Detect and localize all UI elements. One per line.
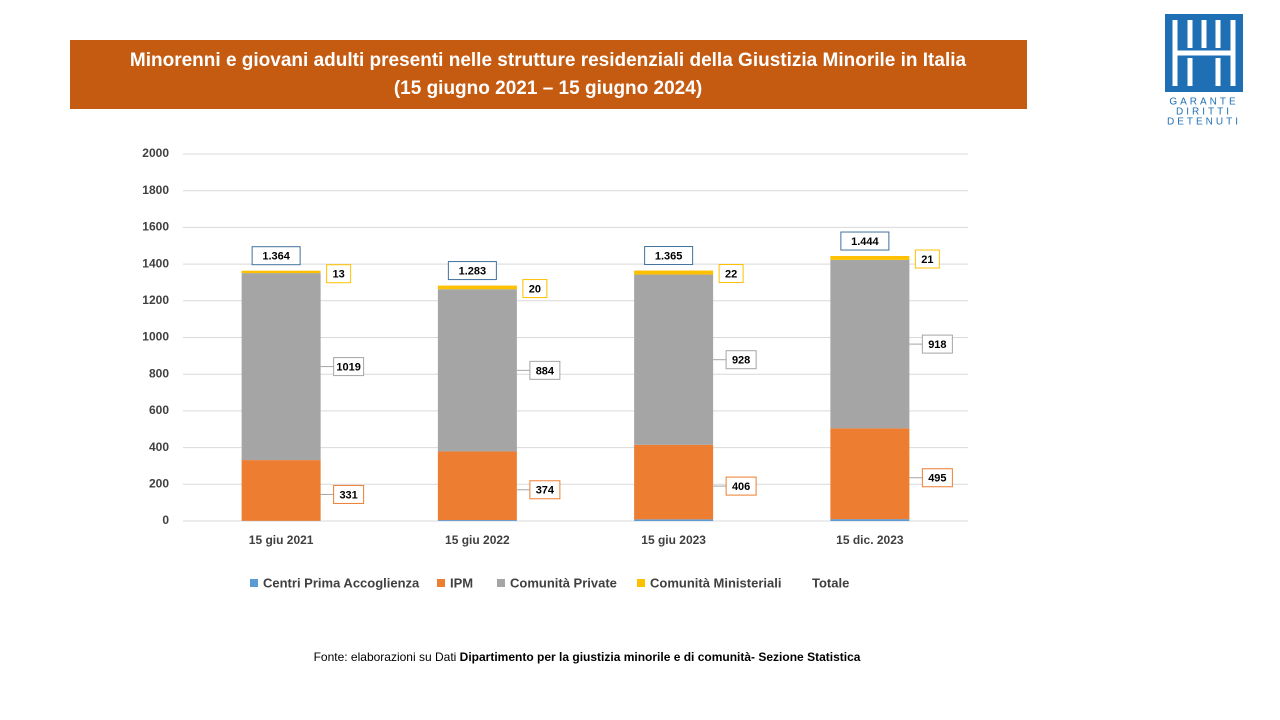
data-label-box [251, 246, 301, 266]
y-tick-label: 1800 [142, 183, 169, 197]
data-label: 1.444 [851, 236, 879, 248]
source: Fonte: elaborazioni su Dati Dipartimento… [314, 650, 861, 664]
data-label-box [921, 334, 953, 354]
data-label: 495 [928, 473, 946, 485]
data-label-box [326, 264, 352, 284]
y-tick-label: 1000 [142, 330, 169, 344]
y-tick-label: 800 [149, 366, 169, 380]
legend-label: IPM [450, 575, 473, 590]
data-label: 1.283 [459, 265, 487, 277]
title-box [70, 40, 1027, 109]
legend-label: Comunità Private [510, 575, 617, 590]
logo-text: DIRITTI [1176, 107, 1232, 118]
data-label: 884 [536, 365, 555, 377]
bar-segment [634, 519, 714, 521]
data-label: 406 [732, 481, 750, 493]
y-tick-label: 200 [149, 476, 169, 490]
bar-segment [437, 285, 517, 290]
y-tick-label: 2000 [142, 146, 169, 160]
y-tick-label: 0 [162, 513, 169, 527]
data-label-box [725, 350, 757, 370]
y-tick-label: 600 [149, 403, 169, 417]
logo-text: DETENUTI [1167, 117, 1241, 128]
bar-segment [241, 273, 321, 461]
bar-segment [830, 256, 910, 260]
source-bold: Dipartimento per la giustizia minorile e… [460, 650, 861, 664]
data-label: 22 [725, 268, 737, 280]
bar-segment [830, 519, 910, 521]
data-label: 20 [529, 283, 541, 295]
data-label: 928 [732, 355, 750, 367]
data-label: 13 [333, 269, 345, 281]
data-label-box [529, 360, 561, 380]
legend-label: Centri Prima Accoglienza [263, 575, 420, 590]
bar-segment [437, 451, 517, 521]
logo-mark [1172, 20, 1236, 86]
data-label-box [529, 480, 561, 500]
source-prefix: Fonte: elaborazioni su Dati [314, 650, 457, 664]
bar-segment [437, 289, 517, 452]
x-tick-label: 15 dic. 2023 [836, 533, 904, 547]
chart-title: Minorenni e giovani adulti presenti nell… [130, 50, 967, 71]
legend-label: Comunità Ministeriali [650, 575, 781, 590]
bar-segment [634, 270, 714, 275]
data-label-box [914, 249, 940, 269]
logo-text: GARANTE [1169, 97, 1238, 108]
data-label-box [725, 476, 757, 496]
data-label: 374 [536, 485, 555, 497]
bar-segment [241, 460, 321, 521]
legend-label: Totale [812, 575, 849, 590]
data-label-box [921, 468, 953, 488]
y-tick-label: 1400 [142, 256, 169, 270]
bar-segment [830, 428, 910, 520]
data-label-box [644, 246, 694, 266]
bar-segment [830, 259, 910, 429]
data-label-box [447, 261, 497, 281]
data-label-box [522, 279, 548, 299]
legend-marker [637, 579, 645, 587]
data-label-box [333, 357, 365, 377]
bar-segment [634, 274, 714, 445]
y-tick-label: 1200 [142, 293, 169, 307]
legend-marker [437, 579, 445, 587]
data-label-box [718, 264, 744, 284]
logo: GARANTE DIRITTI DETENUTI [1165, 14, 1243, 128]
x-tick-label: 15 giu 2023 [641, 533, 706, 547]
x-tick-label: 15 giu 2021 [249, 533, 314, 547]
data-label: 331 [339, 489, 357, 501]
data-label: 1.364 [262, 251, 290, 263]
bar-segment [437, 520, 517, 521]
bar-segment [241, 270, 321, 274]
legend-marker [497, 579, 505, 587]
chart-subtitle: (15 giugno 2021 – 15 giugno 2024) [394, 78, 702, 99]
x-tick-label: 15 giu 2022 [445, 533, 510, 547]
data-label: 918 [928, 339, 946, 351]
data-label: 21 [921, 254, 933, 266]
data-label: 1019 [336, 361, 360, 373]
y-tick-label: 400 [149, 440, 169, 454]
legend-marker [250, 579, 258, 587]
y-tick-label: 1600 [142, 220, 169, 234]
data-label-box [840, 231, 890, 251]
bar-segment [634, 444, 714, 520]
data-label-box [333, 484, 365, 504]
data-label: 1.365 [655, 250, 683, 262]
